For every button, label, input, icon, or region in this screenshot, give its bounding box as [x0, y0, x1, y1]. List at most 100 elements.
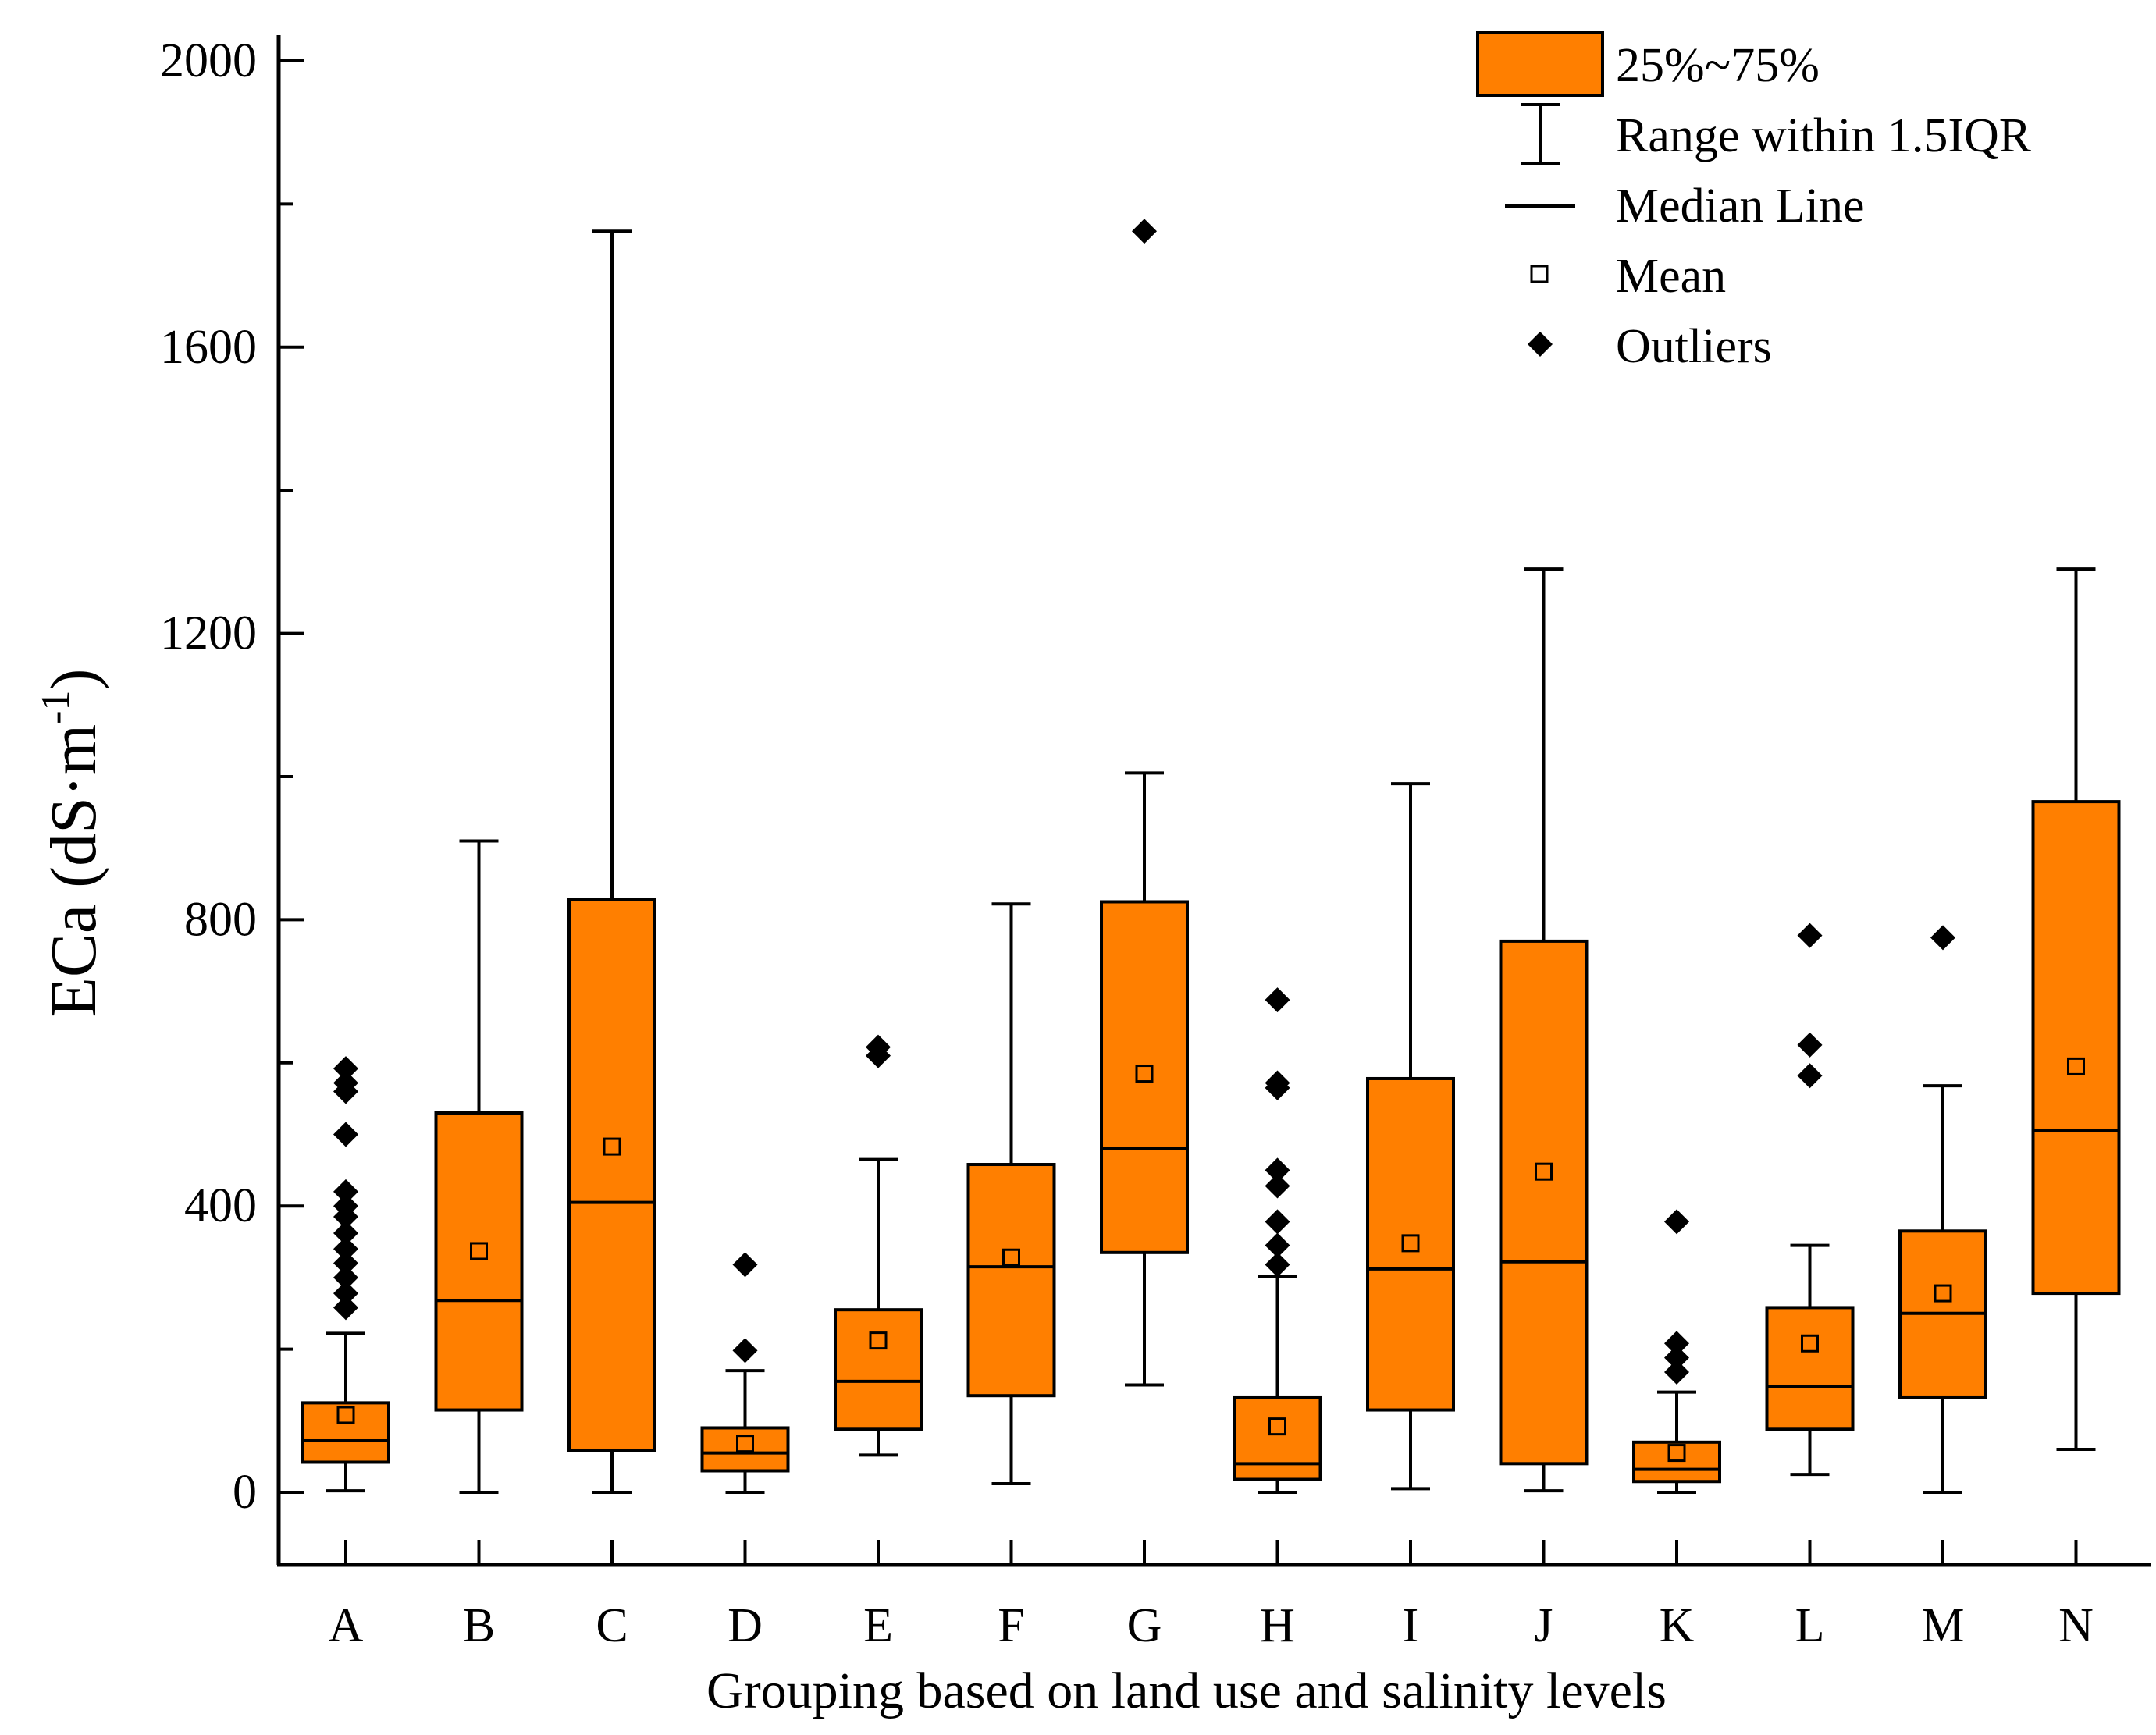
outlier-point — [333, 1281, 358, 1307]
y-tick-label: 1600 — [160, 321, 257, 374]
x-tick-label: E — [863, 1599, 893, 1652]
x-tick-label: I — [1403, 1599, 1419, 1652]
box-group-b: B — [434, 839, 524, 1652]
outlier-point — [333, 1264, 358, 1290]
outlier-point — [1797, 1032, 1823, 1058]
x-tick-label: L — [1795, 1599, 1825, 1652]
x-tick-label: M — [1921, 1599, 1964, 1652]
legend-outlier-label: Outliers — [1616, 320, 1772, 373]
outlier-point — [1664, 1331, 1689, 1356]
iqr-box — [1765, 1306, 1855, 1431]
y-axis-title: ECa (dS·m-1) — [34, 669, 110, 1018]
y-tick-label: 1200 — [160, 607, 257, 660]
legend-median-label: Median Line — [1616, 180, 1865, 233]
mean-marker — [1535, 1162, 1553, 1181]
outlier-point — [333, 1122, 358, 1147]
x-tick-label: K — [1660, 1599, 1695, 1652]
iqr-box — [301, 1401, 390, 1464]
mean-marker — [1135, 1065, 1154, 1083]
box-group-d: D — [700, 1252, 790, 1652]
x-tick-label: C — [596, 1599, 628, 1652]
y-axis-title-close: ) — [37, 669, 110, 691]
iqr-box — [567, 898, 656, 1452]
y-axis-title-main: ECa (dS·m — [37, 724, 110, 1018]
mean-marker — [603, 1137, 621, 1156]
mean-marker — [736, 1435, 754, 1453]
x-tick-label: N — [2058, 1599, 2094, 1652]
outlier-point — [732, 1252, 758, 1278]
outlier-point — [333, 1221, 358, 1246]
box-group-e: E — [834, 1034, 923, 1652]
legend-outlier-symbol — [1528, 332, 1553, 357]
box-group-a: A — [301, 1056, 390, 1652]
box-group-f: F — [966, 902, 1056, 1652]
box-group-j: J — [1499, 567, 1589, 1652]
box-group-i: I — [1366, 782, 1455, 1652]
outlier-point — [333, 1179, 358, 1204]
mean-marker — [1801, 1334, 1819, 1353]
outlier-point — [1664, 1359, 1689, 1385]
mean-marker — [1002, 1248, 1020, 1267]
iqr-box — [1100, 900, 1189, 1254]
iqr-box — [966, 1163, 1056, 1398]
outlier-point — [1265, 1070, 1290, 1096]
outlier-point — [1664, 1345, 1689, 1371]
y-axis-title-superscript: -1 — [34, 691, 78, 724]
iqr-box — [834, 1308, 923, 1431]
outlier-point — [1797, 923, 1823, 948]
outlier-point — [1265, 1173, 1290, 1199]
y-tick-label: 400 — [184, 1179, 257, 1232]
mean-marker — [1934, 1284, 1952, 1303]
box-group-k: K — [1632, 1209, 1721, 1652]
outlier-point — [333, 1070, 358, 1096]
x-axis-title: Grouping based on land use and salinity … — [706, 1662, 1667, 1719]
mean-marker — [1268, 1417, 1286, 1436]
mean-marker — [1667, 1444, 1686, 1463]
outlier-point — [1265, 1209, 1290, 1235]
outlier-point — [333, 1056, 358, 1082]
x-tick-label: F — [998, 1599, 1024, 1652]
mean-marker — [869, 1331, 888, 1350]
outlier-point — [1265, 987, 1290, 1013]
y-tick-label: 2000 — [160, 34, 257, 87]
box-group-c: C — [567, 229, 656, 1652]
outlier-point — [1797, 1063, 1823, 1089]
outlier-point — [1265, 1157, 1290, 1183]
legend: 25%~75% Range within 1.5IQR Median Line … — [1476, 31, 2032, 373]
outlier-point — [1132, 219, 1157, 244]
box-group-m: M — [1898, 925, 1987, 1652]
iqr-box — [434, 1111, 524, 1412]
outlier-point — [333, 1295, 358, 1321]
x-tick-label: H — [1260, 1599, 1295, 1652]
box-group-h: H — [1233, 987, 1322, 1652]
y-tick-label: 0 — [233, 1466, 257, 1519]
outlier-point — [1930, 925, 1955, 951]
box-group-g: G — [1100, 219, 1189, 1652]
legend-whisker-label: Range within 1.5IQR — [1616, 109, 2032, 162]
legend-box-swatch — [1476, 31, 1604, 97]
iqr-box — [1366, 1076, 1455, 1412]
iqr-box — [1499, 939, 1589, 1466]
iqr-box — [1233, 1395, 1322, 1481]
outlier-point — [1265, 1252, 1290, 1278]
outlier-point — [732, 1338, 758, 1363]
legend-mean-label: Mean — [1616, 250, 1726, 303]
outlier-point — [866, 1034, 891, 1060]
mean-marker — [470, 1242, 488, 1260]
y-tick-label: 800 — [184, 893, 257, 946]
x-tick-label: A — [329, 1599, 364, 1652]
mean-marker — [1401, 1234, 1420, 1253]
mean-marker — [2067, 1057, 2085, 1075]
iqr-box — [2031, 800, 2121, 1296]
legend-whisker-symbol — [1521, 103, 1560, 165]
x-tick-label: B — [463, 1599, 495, 1652]
x-tick-label: G — [1127, 1599, 1162, 1652]
mean-marker — [336, 1406, 355, 1424]
outlier-point — [333, 1236, 358, 1262]
box-group-l: L — [1765, 923, 1855, 1652]
outlier-point — [333, 1250, 358, 1276]
legend-mean-symbol — [1530, 265, 1549, 283]
box-group-n: N — [2031, 567, 2121, 1652]
plot-area: 0 400 800 1200 1600 2000 A B C D E F G H I J K L M N — [160, 34, 2151, 1652]
